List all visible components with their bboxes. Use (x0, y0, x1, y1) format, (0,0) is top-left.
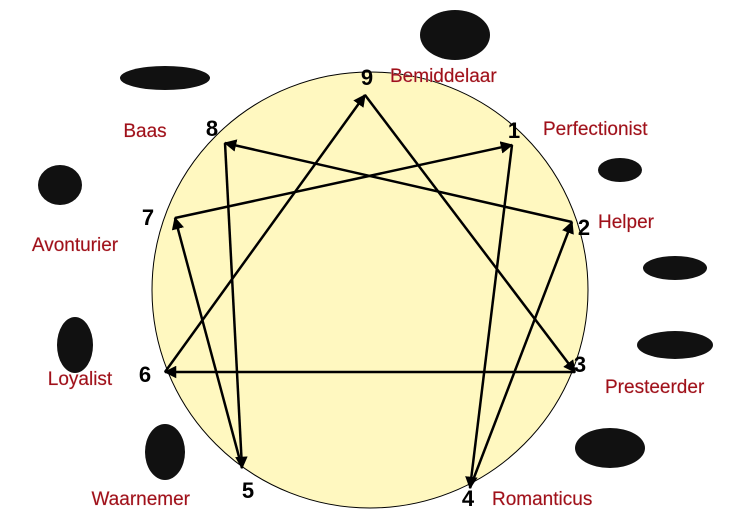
horse (575, 428, 645, 468)
node-label: Loyalist (48, 369, 113, 390)
node-label: Avonturier (32, 235, 119, 256)
owl (145, 424, 185, 480)
dog (643, 256, 707, 280)
eagle (637, 331, 713, 359)
node-label: Bemiddelaar (390, 66, 497, 87)
butterfly (38, 165, 82, 205)
node-number: 1 (508, 118, 520, 143)
node-number: 6 (139, 362, 151, 387)
node-number: 2 (578, 215, 590, 240)
node-number: 5 (242, 478, 254, 503)
bear (420, 10, 490, 60)
node-number: 9 (361, 65, 373, 90)
node-number: 7 (142, 205, 154, 230)
ant (598, 158, 642, 182)
node-label: Helper (598, 212, 655, 233)
node-number: 3 (574, 352, 586, 377)
node-label: Romanticus (492, 489, 592, 510)
node-label: Perfectionist (543, 119, 648, 140)
node-number: 8 (206, 116, 218, 141)
enneagram: 9 Bemiddelaar 1 Perfectionist 2 Helper 3 Preste… (0, 0, 750, 518)
node-label: Baas (123, 121, 166, 142)
node-label: Waarnemer (91, 489, 190, 510)
panther (120, 66, 210, 90)
node-label: Presteerder (605, 377, 705, 398)
node-number: 4 (462, 486, 475, 511)
wolf (57, 317, 93, 373)
